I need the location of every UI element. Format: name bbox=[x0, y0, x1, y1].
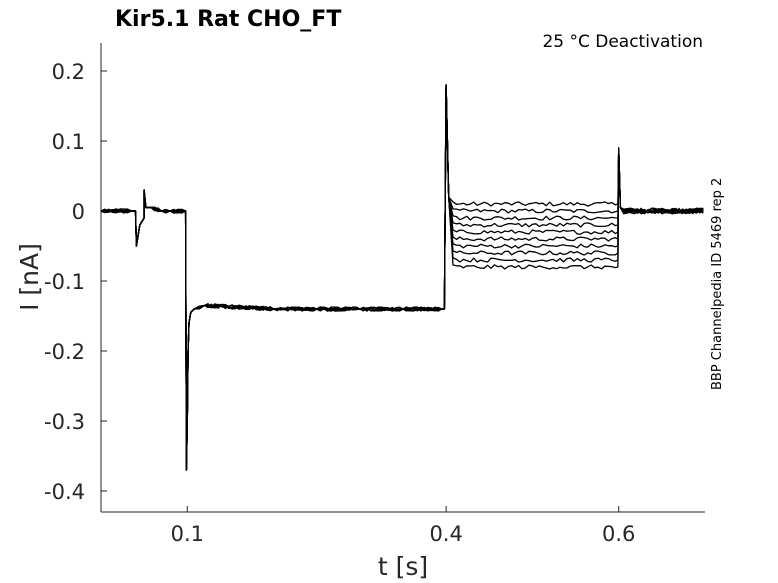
x-axis-label: t [s] bbox=[378, 552, 428, 581]
x-axis: 0.1 0.4 0.6 t [s] bbox=[101, 506, 705, 581]
condition-annotation: 25 °C Deactivation bbox=[542, 32, 703, 52]
y-axis-label: I [nA] bbox=[15, 243, 44, 311]
current-trace-5 bbox=[100, 84, 704, 471]
y-tick-label: -0.1 bbox=[44, 270, 85, 294]
y-tick-label: -0.3 bbox=[44, 410, 85, 434]
channelpedia-id-label: BBP Channelpedia ID 5469 rep 2 bbox=[710, 178, 725, 390]
y-tick-label: -0.4 bbox=[44, 480, 85, 504]
current-trace-2 bbox=[100, 84, 704, 471]
x-tick-group: 0.1 0.4 0.6 bbox=[171, 506, 635, 546]
current-trace-8 bbox=[100, 84, 704, 471]
current-trace-1 bbox=[100, 84, 704, 471]
y-tick-label: -0.2 bbox=[44, 340, 85, 364]
y-tick-label: 0.2 bbox=[52, 60, 85, 84]
x-tick-label: 0.1 bbox=[171, 522, 204, 546]
current-traces bbox=[100, 84, 704, 471]
chart-title: Kir5.1 Rat CHO_FT bbox=[115, 7, 341, 32]
current-trace-7 bbox=[100, 84, 704, 471]
current-trace-4 bbox=[100, 84, 704, 471]
x-tick-label: 0.4 bbox=[429, 522, 462, 546]
y-tick-label: 0.1 bbox=[52, 130, 85, 154]
current-trace-6 bbox=[100, 84, 704, 471]
y-tick-label: 0 bbox=[72, 200, 85, 224]
current-trace-3 bbox=[100, 84, 704, 471]
y-axis: 0.2 0.1 0 -0.1 -0.2 -0.3 -0.4 I [nA] bbox=[15, 43, 107, 512]
x-tick-label: 0.6 bbox=[602, 522, 635, 546]
y-tick-group: 0.2 0.1 0 -0.1 -0.2 -0.3 -0.4 bbox=[44, 60, 107, 504]
current-trace-9 bbox=[100, 84, 704, 471]
current-trace-10 bbox=[100, 84, 704, 471]
